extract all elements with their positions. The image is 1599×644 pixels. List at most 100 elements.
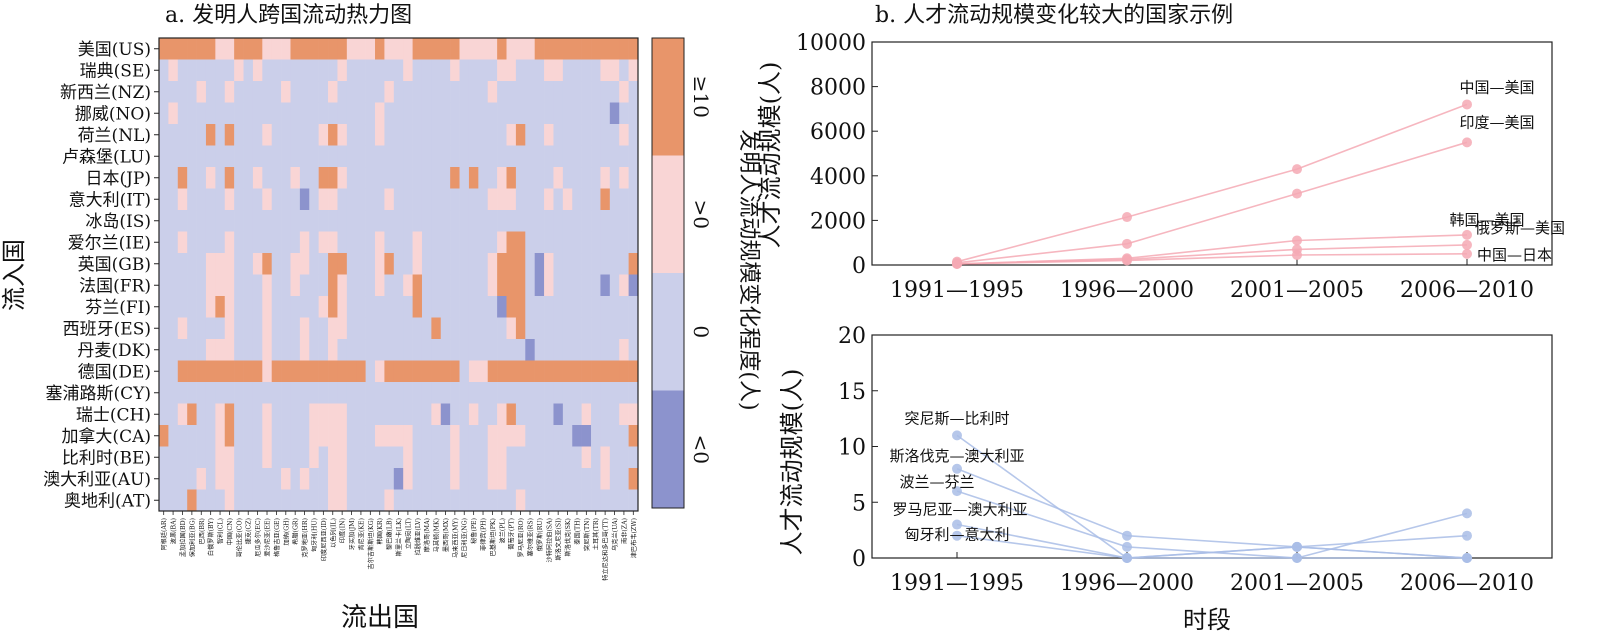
series-label: 中国—美国 bbox=[1459, 78, 1534, 96]
heatmap-cell bbox=[525, 446, 535, 469]
heatmap-cell bbox=[600, 102, 611, 125]
heatmap-cell bbox=[187, 425, 197, 447]
heatmap-cell bbox=[581, 403, 592, 426]
heatmap-cell bbox=[337, 253, 348, 275]
heatmap-cell bbox=[431, 124, 442, 146]
heatmap-cell bbox=[252, 468, 263, 490]
heatmap-cell bbox=[553, 403, 564, 426]
heatmap-cell bbox=[168, 296, 179, 318]
heatmap-cell bbox=[506, 468, 517, 490]
heatmap-cell bbox=[224, 274, 235, 297]
heatmap-cell bbox=[581, 59, 592, 82]
heatmap-cell bbox=[243, 296, 254, 318]
plot-frame bbox=[871, 41, 1553, 266]
heatmap-cell bbox=[299, 81, 310, 103]
heatmap-cell bbox=[318, 188, 329, 211]
heatmap-cell bbox=[497, 296, 507, 318]
heatmap-cell bbox=[562, 339, 573, 361]
row-label: 瑞士(CH) bbox=[76, 405, 151, 425]
heatmap-cell bbox=[553, 102, 564, 125]
column-label: 突尼斯(TN) bbox=[583, 518, 591, 551]
heatmap-cell bbox=[600, 231, 611, 254]
heatmap-cell bbox=[609, 38, 620, 60]
heatmap-cell bbox=[224, 403, 235, 426]
heatmap-cell bbox=[572, 446, 582, 469]
heatmap-cell bbox=[290, 468, 301, 490]
heatmap-cell bbox=[252, 274, 263, 297]
heatmap-cell bbox=[205, 446, 216, 469]
heatmap-cell bbox=[375, 38, 385, 60]
heatmap-cell bbox=[515, 360, 526, 383]
heatmap-cell bbox=[205, 253, 216, 275]
heatmap-cell bbox=[252, 167, 263, 189]
heatmap-cell bbox=[271, 468, 282, 490]
heatmap-cell bbox=[562, 124, 573, 146]
heatmap-cell bbox=[609, 317, 620, 340]
column-label: 马其顿(MK) bbox=[433, 518, 441, 552]
heatmap-cell bbox=[281, 403, 291, 426]
heatmap-cell bbox=[271, 81, 282, 103]
heatmap-cell bbox=[572, 360, 582, 383]
heatmap-cell bbox=[196, 339, 207, 361]
heatmap-cell bbox=[403, 38, 413, 60]
heatmap-cell bbox=[506, 81, 517, 103]
heatmap-cell bbox=[525, 81, 535, 103]
heatmap-cell bbox=[450, 210, 460, 232]
heatmap-cell bbox=[412, 296, 423, 318]
heatmap-cell bbox=[421, 81, 432, 103]
heatmap-cell bbox=[384, 274, 395, 297]
heatmap-cell bbox=[544, 124, 554, 146]
heatmap-cell bbox=[384, 403, 395, 426]
heatmap-cell bbox=[497, 102, 507, 125]
heatmap-cell bbox=[290, 81, 301, 103]
heatmap-cell bbox=[525, 253, 535, 275]
heatmap-cell bbox=[299, 446, 310, 469]
series-point bbox=[1462, 248, 1472, 259]
heatmap-cell bbox=[384, 102, 395, 125]
heatmap-cell bbox=[205, 317, 216, 340]
heatmap-cell bbox=[619, 446, 629, 469]
heatmap-cell bbox=[421, 274, 432, 297]
heatmap-cell bbox=[562, 382, 573, 404]
heatmap-cell bbox=[431, 81, 442, 103]
heatmap-cell bbox=[281, 102, 291, 125]
heatmap-cell bbox=[252, 145, 263, 168]
heatmap-cell bbox=[187, 124, 197, 146]
heatmap-cell bbox=[403, 81, 413, 103]
heatmap-cell bbox=[553, 489, 564, 512]
heatmap-cell bbox=[468, 296, 479, 318]
heatmap-cell bbox=[515, 81, 526, 103]
heatmap-cell bbox=[628, 210, 639, 232]
heatmap-cell bbox=[525, 360, 535, 383]
heatmap-cell bbox=[628, 253, 639, 275]
heatmap-cell bbox=[609, 231, 620, 254]
heatmap-cell bbox=[309, 38, 319, 60]
heatmap-cell bbox=[600, 360, 611, 383]
heatmap-cell bbox=[431, 102, 442, 125]
heatmap-cell bbox=[337, 317, 348, 340]
heatmap-cell bbox=[243, 382, 254, 404]
heatmap-cell bbox=[393, 360, 404, 383]
heatmap-cell bbox=[309, 59, 319, 82]
heatmap-cell bbox=[553, 446, 564, 469]
heatmap-cell bbox=[459, 425, 470, 447]
y-tick-label: 8000 bbox=[810, 76, 866, 101]
heatmap-cell bbox=[468, 188, 479, 211]
heatmap-cell bbox=[393, 317, 404, 340]
heatmap-cell bbox=[309, 188, 319, 211]
heatmap-cell bbox=[328, 274, 338, 297]
heatmap-cell bbox=[271, 167, 282, 189]
heatmap-cell bbox=[346, 403, 357, 426]
heatmap-cell bbox=[356, 274, 366, 297]
column-label: 津巴布韦(ZW) bbox=[630, 518, 638, 558]
heatmap-cell bbox=[421, 296, 432, 318]
heatmap-cell bbox=[497, 468, 507, 490]
y-tick-label: 10000 bbox=[796, 31, 866, 56]
heatmap-cell bbox=[562, 296, 573, 318]
heatmap-cell bbox=[450, 360, 460, 383]
heatmap-cell bbox=[609, 274, 620, 297]
heatmap-cell bbox=[609, 296, 620, 318]
heatmap-cell bbox=[609, 489, 620, 512]
heatmap-cell bbox=[252, 210, 263, 232]
heatmap-cell bbox=[384, 296, 395, 318]
